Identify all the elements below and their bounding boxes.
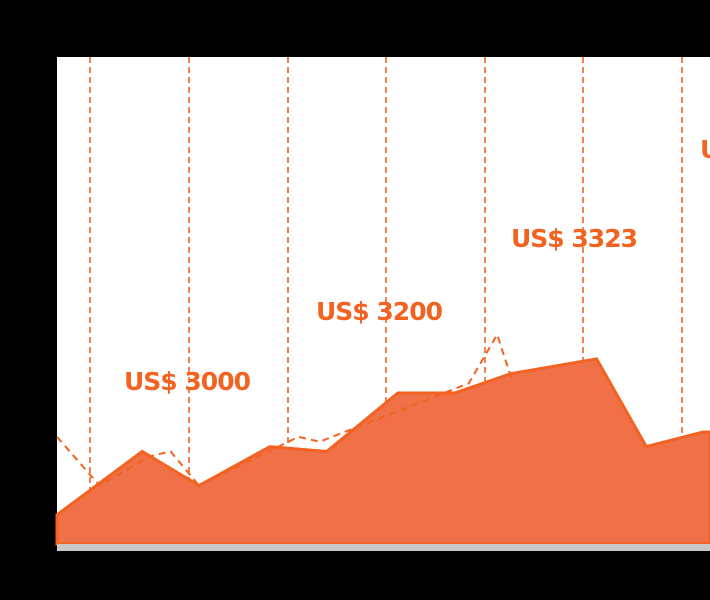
area-series (55, 357, 710, 546)
annotation-label: US$ 3000 (124, 367, 251, 396)
annotations: US$ 3000 US$ 3200 US$ 3323 U (124, 135, 710, 396)
dashed-series-line (56, 332, 513, 487)
annotation-label: US$ 3323 (511, 224, 637, 253)
annotation-label: US$ 3200 (316, 297, 443, 326)
x-axis-baseline (57, 544, 710, 551)
annotation-label: U (700, 135, 710, 164)
